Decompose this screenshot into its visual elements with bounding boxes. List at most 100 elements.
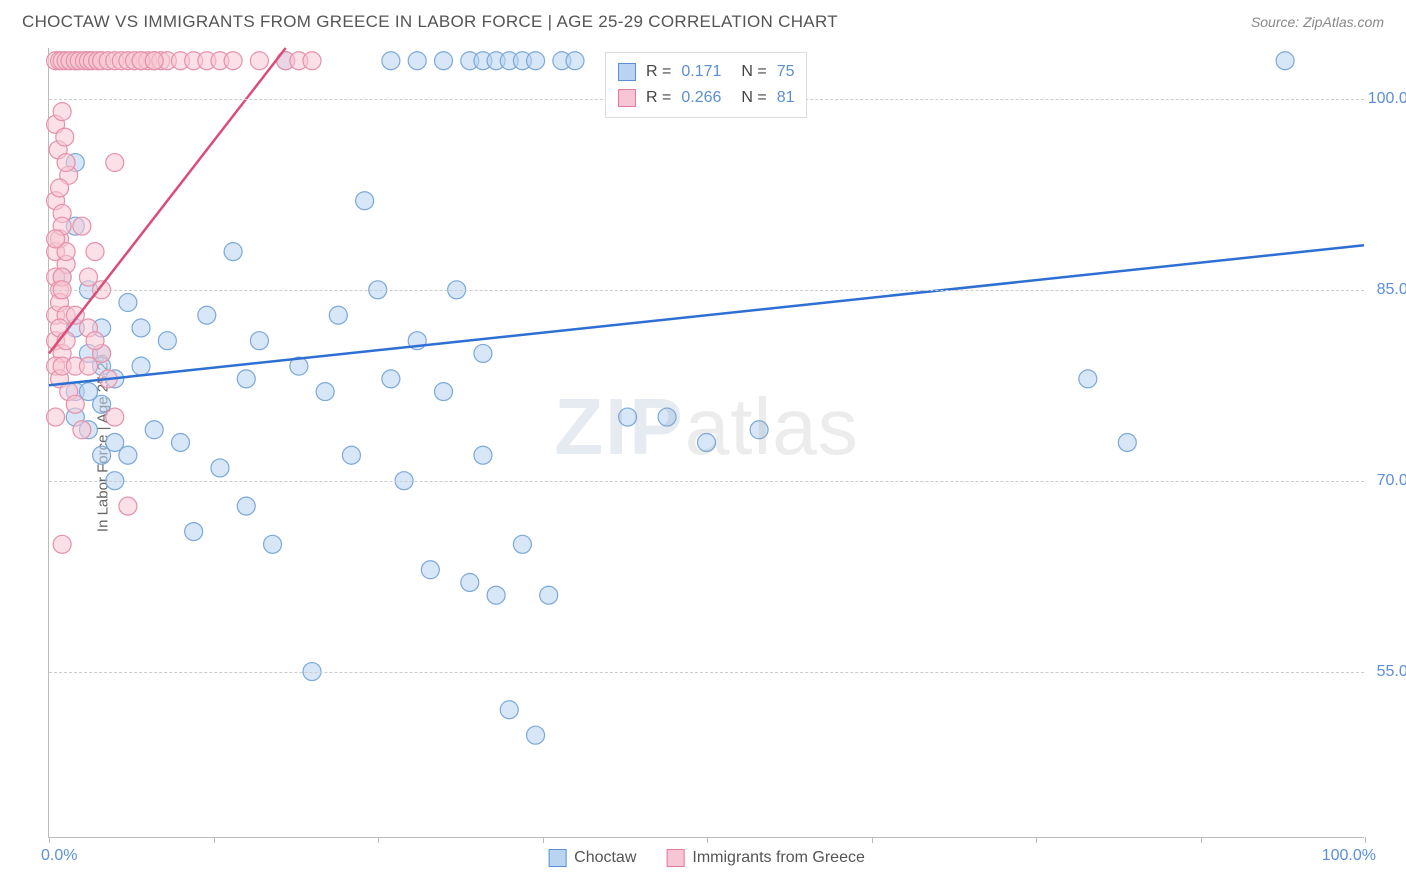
- scatter-point: [56, 128, 74, 146]
- scatter-point: [53, 103, 71, 121]
- scatter-point: [57, 154, 75, 172]
- scatter-point: [224, 243, 242, 261]
- scatter-point: [421, 561, 439, 579]
- series-legend-label: Immigrants from Greece: [692, 849, 864, 867]
- scatter-point: [356, 192, 374, 210]
- scatter-point: [500, 701, 518, 719]
- x-tick: [49, 837, 50, 843]
- scatter-point: [461, 573, 479, 591]
- scatter-point: [145, 52, 163, 70]
- scatter-point: [51, 179, 69, 197]
- scatter-point: [264, 535, 282, 553]
- y-tick-label: 70.0%: [1377, 472, 1406, 490]
- scatter-point: [566, 52, 584, 70]
- series-legend-item: Immigrants from Greece: [666, 849, 864, 867]
- scatter-point: [132, 319, 150, 337]
- y-tick-label: 55.0%: [1377, 663, 1406, 681]
- scatter-point: [382, 52, 400, 70]
- scatter-point: [47, 230, 65, 248]
- scatter-point: [73, 217, 91, 235]
- x-tick: [214, 837, 215, 843]
- x-axis-max-label: 100.0%: [1322, 847, 1376, 865]
- scatter-point: [79, 357, 97, 375]
- plot-area: ZIPatlas R = 0.171 N = 75 R = 0.266 N = …: [48, 48, 1364, 838]
- scatter-point: [527, 52, 545, 70]
- scatter-point: [658, 408, 676, 426]
- x-tick: [872, 837, 873, 843]
- x-tick: [378, 837, 379, 843]
- series-legend: Choctaw Immigrants from Greece: [548, 849, 865, 867]
- scatter-point: [53, 535, 71, 553]
- scatter-point: [342, 446, 360, 464]
- scatter-point: [119, 497, 137, 515]
- scatter-point: [382, 370, 400, 388]
- scatter-point: [1079, 370, 1097, 388]
- scatter-point: [750, 421, 768, 439]
- scatter-point: [145, 421, 163, 439]
- scatter-point: [93, 446, 111, 464]
- scatter-point: [250, 52, 268, 70]
- scatter-point: [329, 306, 347, 324]
- scatter-point: [527, 726, 545, 744]
- correlation-legend: R = 0.171 N = 75 R = 0.266 N = 81: [605, 52, 807, 118]
- series-legend-item: Choctaw: [548, 849, 636, 867]
- legend-swatch-blue: [618, 63, 636, 81]
- scatter-point: [619, 408, 637, 426]
- y-tick-label: 100.0%: [1368, 90, 1406, 108]
- scatter-point: [435, 383, 453, 401]
- gridline: [49, 290, 1364, 291]
- scatter-point: [47, 408, 65, 426]
- trend-line: [49, 245, 1364, 385]
- correlation-legend-row: R = 0.266 N = 81: [618, 85, 794, 111]
- scatter-point: [1118, 434, 1136, 452]
- x-tick: [1036, 837, 1037, 843]
- scatter-point: [106, 154, 124, 172]
- scatter-point: [474, 344, 492, 362]
- scatter-point: [474, 446, 492, 464]
- scatter-point: [158, 332, 176, 350]
- scatter-point: [513, 535, 531, 553]
- scatter-point: [237, 497, 255, 515]
- scatter-point: [86, 243, 104, 261]
- chart-source: Source: ZipAtlas.com: [1251, 14, 1384, 30]
- scatter-point: [435, 52, 453, 70]
- x-tick: [1201, 837, 1202, 843]
- scatter-point: [119, 446, 137, 464]
- scatter-point: [540, 586, 558, 604]
- scatter-point: [316, 383, 334, 401]
- x-tick: [1365, 837, 1366, 843]
- y-tick-label: 85.0%: [1377, 281, 1406, 299]
- scatter-point: [119, 294, 137, 312]
- series-legend-label: Choctaw: [574, 849, 636, 867]
- scatter-point: [698, 434, 716, 452]
- scatter-point: [408, 52, 426, 70]
- x-axis-min-label: 0.0%: [41, 847, 77, 865]
- correlation-legend-row: R = 0.171 N = 75: [618, 59, 794, 85]
- scatter-point: [303, 52, 321, 70]
- scatter-point: [185, 523, 203, 541]
- gridline: [49, 481, 1364, 482]
- scatter-point: [132, 357, 150, 375]
- legend-swatch-pink: [666, 849, 684, 867]
- x-tick: [543, 837, 544, 843]
- chart-container: In Labor Force | Age 25-29 ZIPatlas R = …: [48, 48, 1384, 838]
- scatter-point: [172, 434, 190, 452]
- chart-title: CHOCTAW VS IMMIGRANTS FROM GREECE IN LAB…: [22, 12, 838, 32]
- scatter-plot-svg: [49, 48, 1364, 837]
- scatter-point: [198, 306, 216, 324]
- legend-swatch-pink: [618, 89, 636, 107]
- scatter-point: [106, 408, 124, 426]
- gridline: [49, 672, 1364, 673]
- scatter-point: [86, 332, 104, 350]
- scatter-point: [224, 52, 242, 70]
- scatter-point: [250, 332, 268, 350]
- trend-line: [49, 48, 286, 353]
- scatter-point: [487, 586, 505, 604]
- scatter-point: [66, 395, 84, 413]
- scatter-point: [237, 370, 255, 388]
- scatter-point: [1276, 52, 1294, 70]
- legend-swatch-blue: [548, 849, 566, 867]
- scatter-point: [211, 459, 229, 477]
- x-tick: [707, 837, 708, 843]
- scatter-point: [73, 421, 91, 439]
